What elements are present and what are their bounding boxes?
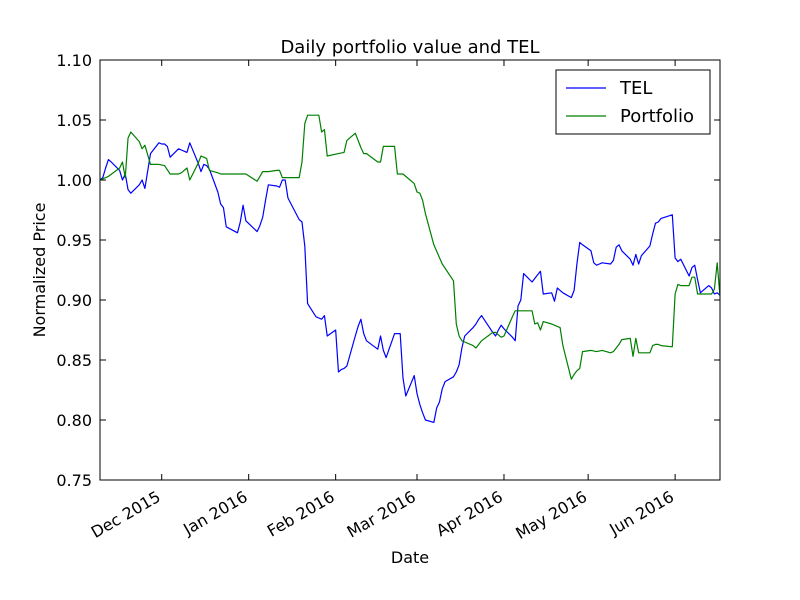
- legend-label-portfolio: Portfolio: [620, 106, 694, 127]
- y-tick-label: 1.10: [56, 51, 92, 70]
- y-axis-label: Normalized Price: [30, 203, 49, 338]
- legend-label-tel: TEL: [619, 78, 652, 99]
- y-tick-label: 0.80: [56, 411, 92, 430]
- series-line-portfolio: [99, 114, 721, 380]
- series-line-tel: [99, 142, 721, 423]
- y-axis: 0.75 0.80 0.85 0.90 0.95 1.00 1.05 1.10: [56, 51, 720, 490]
- y-tick-label: 0.75: [56, 471, 92, 490]
- y-tick-label: 1.00: [56, 171, 92, 190]
- y-tick-label: 1.05: [56, 111, 92, 130]
- y-tick-label: 0.85: [56, 351, 92, 370]
- y-tick-label: 0.95: [56, 231, 92, 250]
- chart-title: Daily portfolio value and TEL: [280, 37, 539, 58]
- legend: TEL Portfolio: [555, 69, 711, 135]
- series-layer: [99, 114, 721, 423]
- y-tick-label: 0.90: [56, 291, 92, 310]
- legend-box: [555, 69, 711, 135]
- plot-frame: [99, 59, 721, 481]
- x-axis-label: Date: [391, 548, 429, 567]
